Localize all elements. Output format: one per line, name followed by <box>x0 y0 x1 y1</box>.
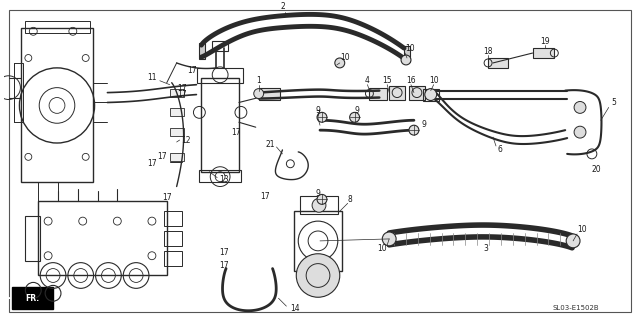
Text: 10: 10 <box>577 225 587 234</box>
Text: 17: 17 <box>177 90 186 99</box>
Text: 10: 10 <box>429 76 438 85</box>
Bar <box>212 41 228 51</box>
Text: 10: 10 <box>340 54 349 63</box>
Bar <box>200 43 205 59</box>
Bar <box>200 170 241 182</box>
Bar <box>488 58 508 68</box>
Circle shape <box>253 89 264 99</box>
Text: 7: 7 <box>316 110 321 119</box>
Circle shape <box>566 234 580 248</box>
Bar <box>38 201 167 276</box>
Text: 3: 3 <box>484 244 488 253</box>
Circle shape <box>409 125 419 135</box>
Bar <box>170 89 184 97</box>
Bar <box>423 89 438 100</box>
Bar <box>164 231 182 246</box>
Circle shape <box>401 55 411 65</box>
Text: 9: 9 <box>315 189 320 198</box>
Bar <box>259 88 280 100</box>
Bar <box>26 21 90 33</box>
Text: 17: 17 <box>231 128 241 137</box>
Text: 19: 19 <box>541 37 550 46</box>
Bar <box>300 197 338 214</box>
Text: 18: 18 <box>483 47 493 56</box>
Text: 5: 5 <box>612 98 616 107</box>
Circle shape <box>349 112 360 122</box>
Bar <box>13 63 24 122</box>
Text: 9: 9 <box>422 120 427 129</box>
Text: FR.: FR. <box>25 294 39 303</box>
Bar <box>21 28 93 182</box>
Circle shape <box>335 58 345 68</box>
Bar <box>409 86 425 100</box>
Bar <box>369 88 387 100</box>
Bar <box>164 211 182 226</box>
Text: 16: 16 <box>406 76 416 85</box>
Text: 6: 6 <box>497 145 502 154</box>
Text: 10: 10 <box>405 44 415 53</box>
Circle shape <box>317 194 327 204</box>
Text: 2: 2 <box>280 2 285 11</box>
Bar <box>26 216 40 261</box>
Bar <box>12 287 53 309</box>
Text: 15: 15 <box>383 76 392 85</box>
Circle shape <box>574 126 586 138</box>
Text: 4: 4 <box>365 76 370 85</box>
Text: 1: 1 <box>257 76 261 85</box>
Bar <box>404 46 410 62</box>
Bar <box>294 211 342 271</box>
Circle shape <box>296 254 340 297</box>
Bar <box>389 86 405 100</box>
Bar <box>532 48 554 58</box>
Text: 9: 9 <box>355 106 360 115</box>
Circle shape <box>312 198 326 212</box>
Text: SL03-E1502B: SL03-E1502B <box>552 305 599 311</box>
Text: 17: 17 <box>162 193 172 202</box>
Circle shape <box>317 112 327 122</box>
Text: 20: 20 <box>592 165 602 174</box>
Text: 9: 9 <box>315 106 320 115</box>
Text: 11: 11 <box>147 73 157 82</box>
Text: 13: 13 <box>219 175 228 184</box>
Bar <box>170 153 184 161</box>
Text: 21: 21 <box>265 139 275 149</box>
Bar <box>197 68 243 83</box>
Bar <box>164 251 182 266</box>
Text: 10: 10 <box>378 244 387 253</box>
Circle shape <box>425 89 436 100</box>
Text: 17: 17 <box>147 159 157 168</box>
Text: 8: 8 <box>348 195 352 204</box>
Text: 17: 17 <box>220 248 229 257</box>
Text: 17: 17 <box>260 192 270 201</box>
Text: 17: 17 <box>157 152 167 161</box>
Text: 12: 12 <box>182 136 191 145</box>
Bar <box>202 78 239 172</box>
Text: 14: 14 <box>291 304 300 313</box>
Circle shape <box>574 101 586 113</box>
Text: 17: 17 <box>220 261 229 270</box>
Bar <box>170 108 184 116</box>
Circle shape <box>382 232 396 246</box>
Text: 17: 17 <box>187 66 196 75</box>
Bar <box>170 128 184 136</box>
Text: 17: 17 <box>177 84 186 93</box>
